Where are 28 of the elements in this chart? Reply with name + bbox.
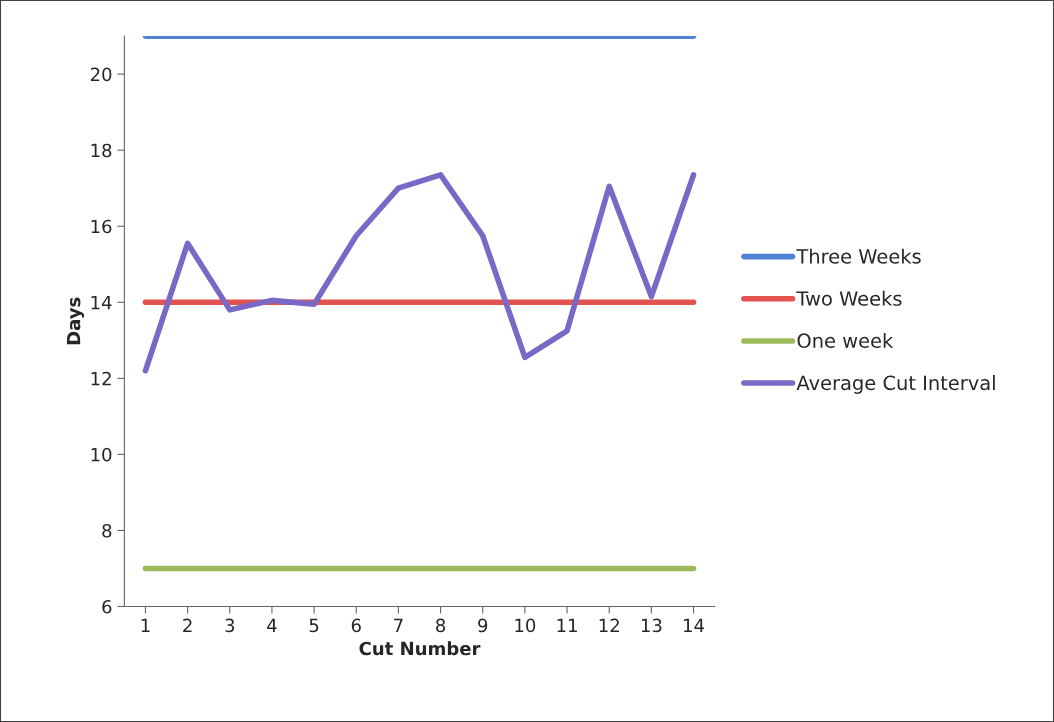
y-tick-label: 20 [90, 67, 112, 82]
legend-label: Three Weeks [796, 248, 921, 264]
y-tick-label: 10 [91, 447, 112, 462]
legend-label: Average Cut Interval [796, 375, 995, 394]
y-tick-label: 18 [91, 143, 112, 158]
x-tick-label: 1 [141, 618, 150, 632]
x-tick-label: 10 [515, 618, 536, 633]
y-tick-label: 14 [91, 295, 112, 310]
x-tick-label: 8 [436, 618, 446, 633]
x-tick-label: 4 [267, 618, 277, 632]
x-tick-label: 9 [478, 618, 488, 633]
legend-label: Two Weeks [796, 290, 902, 306]
x-tick-label: 5 [309, 618, 319, 633]
y-tick-label: 6 [102, 599, 112, 614]
x-axis-title: Cut Number [359, 641, 481, 656]
x-tick-label: 12 [599, 618, 619, 632]
x-tick-label: 11 [557, 618, 577, 632]
x-tick-label: 3 [225, 618, 235, 633]
legend-label: One week [797, 332, 894, 349]
x-tick-label: 2 [183, 618, 192, 632]
x-tick-label: 13 [641, 618, 662, 633]
y-tick-label: 8 [102, 523, 112, 538]
x-tick-label: 7 [394, 618, 403, 632]
y-axis-title: Days [66, 297, 85, 345]
x-tick-label: 14 [684, 618, 705, 632]
x-tick-label: 6 [351, 618, 361, 633]
y-tick-label: 12 [91, 371, 111, 386]
y-tick-label: 16 [91, 219, 112, 234]
